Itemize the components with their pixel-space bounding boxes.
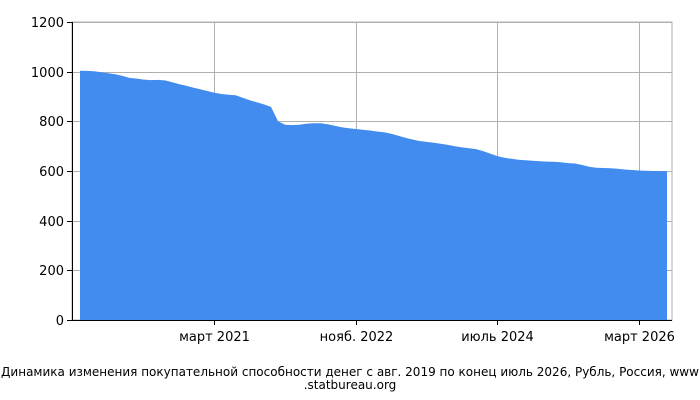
area-layer bbox=[80, 70, 667, 320]
y-tick-label: 600 bbox=[39, 165, 64, 180]
x-tick-labels: март 2021 нояб. 2022 июль 2024 март 2026 bbox=[179, 330, 675, 345]
y-tick-label: 1200 bbox=[31, 16, 64, 31]
y-tick-label: 200 bbox=[39, 264, 64, 279]
axes bbox=[67, 22, 672, 325]
y-tick-label: 400 bbox=[39, 215, 64, 230]
x-tick-label: июль 2024 bbox=[461, 330, 534, 345]
y-tick-labels: 0 200 400 600 800 1000 1200 bbox=[31, 16, 64, 329]
series-area bbox=[80, 70, 667, 320]
x-tick-label: март 2026 bbox=[604, 330, 675, 345]
y-tick-label: 1000 bbox=[31, 66, 64, 81]
x-tick-label: нояб. 2022 bbox=[320, 330, 394, 345]
chart-caption-line-1: Динамика изменения покупательной способн… bbox=[1, 365, 699, 379]
y-tick-label: 0 bbox=[56, 314, 64, 329]
x-tick-label: март 2021 bbox=[179, 330, 250, 345]
y-tick-label: 800 bbox=[39, 115, 64, 130]
chart-caption-line-2: .statbureau.org bbox=[303, 378, 397, 392]
